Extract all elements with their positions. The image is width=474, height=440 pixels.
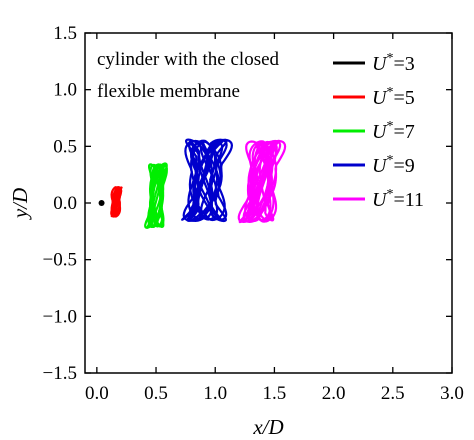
axis-ticks [85, 32, 453, 374]
trace-series [144, 162, 168, 229]
x-tick-label: 3.0 [440, 383, 464, 404]
y-tick-label: −1.0 [43, 306, 77, 327]
legend-item: U*=7 [333, 119, 415, 143]
trace-loop [249, 142, 274, 221]
legend-item: U*=3 [333, 51, 415, 75]
y-tick-label: 0.0 [53, 193, 77, 214]
legend-item: U*=9 [333, 153, 415, 177]
annotation-line-2: flexible membrane [97, 81, 240, 102]
trace-loop [244, 140, 277, 222]
legend-label: U*=11 [372, 187, 424, 211]
trace-loop [187, 138, 228, 222]
tick-labels: 0.0 0.5 1.0 1.5 2.0 2.5 3.0 −1.5 −1.0 −0.5 0.0 0.5 1… [43, 23, 464, 404]
trace-series [110, 186, 123, 218]
trace-loop [185, 138, 227, 223]
y-axis-title: y/D [8, 188, 32, 220]
trace-dot [98, 200, 105, 206]
y-tick-label: −0.5 [43, 250, 77, 271]
trace-series [181, 138, 233, 223]
y-tick-label: 1.5 [53, 23, 77, 44]
y-tick-label: 1.0 [53, 80, 77, 101]
x-tick-label: 2.5 [381, 383, 405, 404]
trace-loop [148, 163, 165, 228]
y-tick-label: −1.5 [43, 363, 77, 384]
x-tick-label: 2.0 [322, 383, 346, 404]
trace-loop [111, 186, 121, 217]
trace-loop [188, 140, 222, 221]
legend-label: U*=3 [372, 51, 415, 75]
x-axis-title: x/D [252, 415, 283, 439]
legend-label: U*=7 [372, 119, 415, 143]
legend: U*=3 U*=5 U*=7 U*=9 U*=11 [333, 51, 424, 211]
trace-series [237, 139, 287, 224]
x-tick-label: 0.0 [85, 383, 109, 404]
y-tick-label: 0.5 [53, 136, 77, 157]
legend-label: U*=9 [372, 153, 415, 177]
annotation-line-1: cylinder with the closed [97, 49, 280, 70]
x-tick-label: 0.5 [144, 383, 168, 404]
trace-series [98, 200, 105, 206]
x-tick-label: 1.5 [263, 383, 287, 404]
legend-label: U*=5 [372, 85, 415, 109]
legend-item: U*=11 [333, 187, 424, 211]
x-tick-label: 1.0 [203, 383, 227, 404]
legend-item: U*=5 [333, 85, 415, 109]
trajectory-traces [98, 138, 287, 229]
